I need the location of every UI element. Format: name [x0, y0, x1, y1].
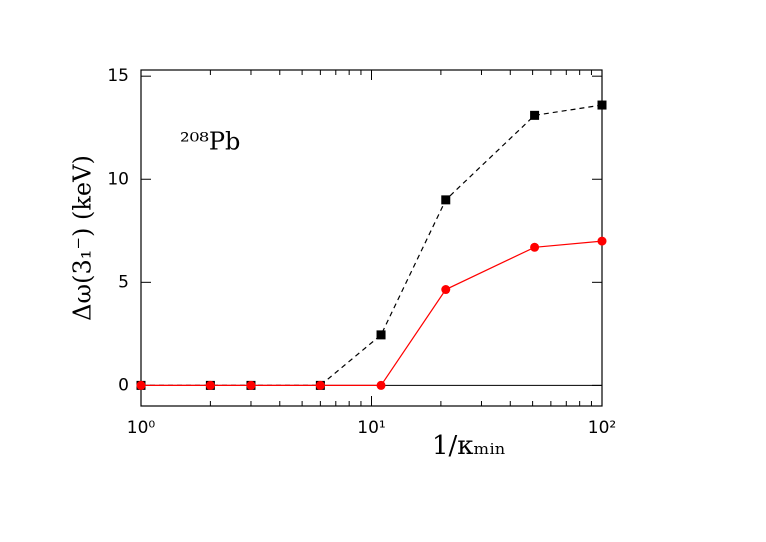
marker [376, 330, 386, 340]
y-axis-label: Δω(3₁⁻) (keV) [69, 155, 97, 321]
marker [136, 380, 146, 390]
marker [597, 236, 607, 246]
y-tick-label: 10 [107, 169, 129, 189]
marker [530, 110, 540, 120]
x-tick-label: 10⁰ [127, 418, 156, 438]
marker [246, 380, 256, 390]
marker [441, 285, 451, 295]
marker [376, 380, 386, 390]
marker [205, 380, 215, 390]
x-tick-label: 10² [588, 418, 616, 438]
marker [597, 100, 607, 110]
x-tick-label: 10¹ [357, 418, 385, 438]
y-tick-label: 0 [118, 375, 129, 395]
x-axis-label: 1/κₘᵢₙ [432, 431, 506, 461]
annotation: ²⁰⁸Pb [180, 128, 240, 156]
y-tick-label: 5 [118, 272, 129, 292]
y-tick-label: 15 [107, 66, 129, 86]
series-line [141, 240, 603, 386]
plot-frame [140, 69, 603, 407]
marker [530, 242, 540, 252]
marker [441, 195, 451, 205]
marker [315, 380, 325, 390]
